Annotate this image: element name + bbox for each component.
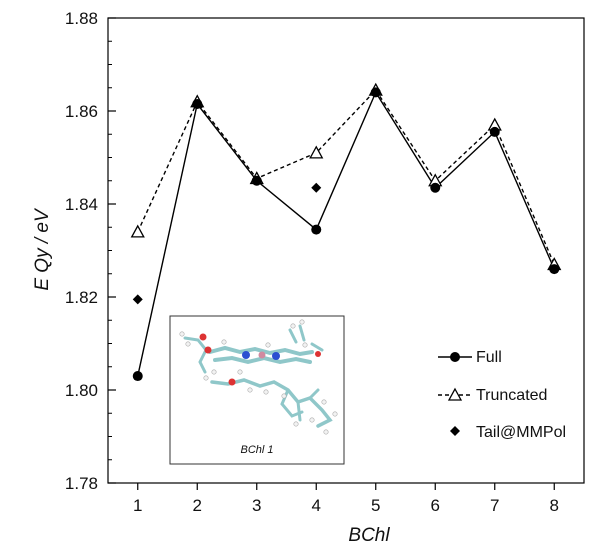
y-tick-label: 1.86 <box>65 102 98 121</box>
molecule-drawing <box>179 319 338 435</box>
point-full <box>489 126 500 137</box>
series-line-truncated <box>137 88 555 265</box>
x-axis: 1 2 3 4 5 6 7 8 <box>133 483 559 515</box>
oxygen-atom <box>199 333 207 341</box>
x-tick-label: 1 <box>133 496 142 515</box>
legend-item-tail-mmpol: Tail@MMPol <box>450 424 566 441</box>
point-full <box>311 224 322 235</box>
legend-label-truncated: Truncated <box>476 387 547 404</box>
legend-label-tail-mmpol: Tail@MMPol <box>476 424 566 441</box>
x-tick-label: 5 <box>371 496 380 515</box>
legend: Full Truncated Tail@MMPol <box>438 349 566 441</box>
point-truncated <box>130 224 145 238</box>
point-full <box>430 182 441 193</box>
point-full <box>251 175 262 186</box>
legend-label-full: Full <box>476 349 502 366</box>
y-axis: 1.78 1.80 1.82 1.84 1.86 1.88 <box>65 9 116 493</box>
legend-marker-truncated <box>447 387 463 401</box>
oxygen-atom <box>228 378 236 386</box>
legend-marker-full <box>450 352 460 362</box>
oxygen-atom <box>204 346 212 354</box>
nitrogen-atom <box>272 352 280 360</box>
point-full <box>549 264 560 275</box>
molecule-ring-bonds <box>208 345 314 357</box>
legend-item-truncated: Truncated <box>438 387 547 404</box>
inset-molecule-image: BChl 1 <box>169 315 345 465</box>
x-tick-label: 4 <box>312 496 321 515</box>
legend-marker-tail-mmpol <box>450 426 460 436</box>
point-tail-mmpol <box>132 294 143 305</box>
y-tick-label: 1.78 <box>65 474 98 493</box>
x-tick-label: 7 <box>490 496 499 515</box>
y-tick-label: 1.80 <box>65 381 98 400</box>
x-tick-label: 3 <box>252 496 261 515</box>
x-tick-label: 6 <box>431 496 440 515</box>
point-truncated <box>309 145 324 159</box>
x-tick-label: 8 <box>550 496 559 515</box>
x-tick-label: 2 <box>193 496 202 515</box>
inset-caption: BChl 1 <box>240 444 273 456</box>
nitrogen-atom <box>242 351 250 359</box>
series-layer <box>130 82 562 382</box>
oxygen-atom <box>315 351 321 357</box>
y-tick-label: 1.88 <box>65 9 98 28</box>
hydrogen-atoms <box>179 319 338 435</box>
series-line-full <box>137 90 555 377</box>
y-axis-title: E Qy / eV <box>32 207 53 291</box>
x-axis-title: BChl <box>348 525 390 546</box>
legend-item-full: Full <box>438 349 502 366</box>
magnesium-atom <box>258 351 266 359</box>
y-tick-label: 1.82 <box>65 288 98 307</box>
point-full <box>132 371 143 382</box>
point-tail-mmpol <box>311 182 322 193</box>
point-full <box>370 87 381 98</box>
molecule-upper-branch <box>288 324 324 352</box>
point-full <box>192 99 203 110</box>
y-tick-label: 1.84 <box>65 195 98 214</box>
molecule-ring-bonds-lower <box>213 355 312 365</box>
